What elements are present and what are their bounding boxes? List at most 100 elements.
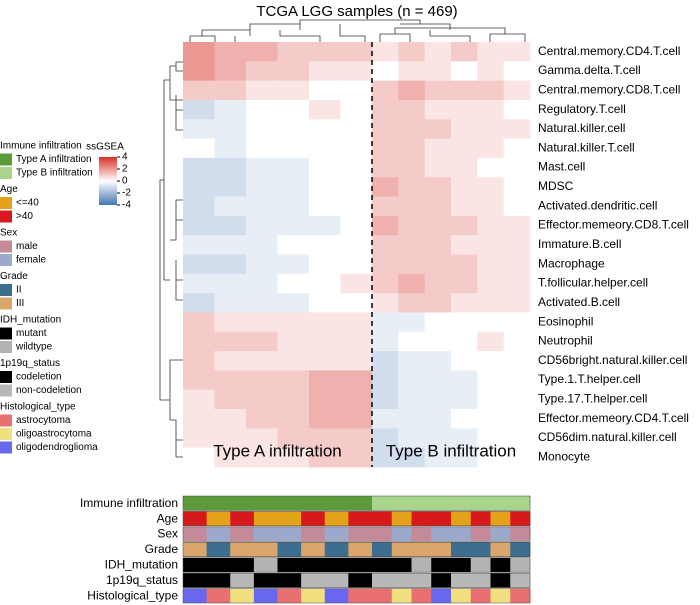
annotation-cell (411, 557, 432, 573)
heat-cell (503, 215, 531, 236)
heat-cell (372, 312, 399, 333)
heat-cell (424, 293, 452, 313)
row-label: Eosinophil (538, 314, 593, 328)
heat-cell (309, 157, 341, 178)
heat-cell (424, 331, 452, 352)
heat-cell (214, 254, 247, 275)
annotation-cell (490, 557, 511, 573)
heat-cell (451, 196, 478, 217)
legend-title: Sex (0, 228, 17, 239)
heat-cell (277, 61, 310, 82)
heat-cell (503, 42, 531, 62)
heat-cell (451, 312, 478, 333)
legend-label: female (16, 255, 46, 266)
heat-cell (477, 99, 505, 120)
annotation-cell (391, 588, 412, 603)
heat-cell (309, 254, 341, 275)
heat-cell (277, 428, 310, 449)
heat-cell (183, 61, 215, 82)
row-label: Mast.cell (538, 160, 585, 174)
heat-cell (477, 293, 505, 313)
annotation-cell (301, 542, 326, 557)
heat-cell (183, 177, 215, 197)
heat-cell (372, 351, 399, 371)
heat-cell (214, 42, 247, 62)
heat-cell (372, 196, 399, 217)
heat-cell (372, 409, 399, 429)
annotation-cell (324, 588, 349, 603)
annotation-cell (183, 526, 208, 542)
annotation-cell (451, 496, 472, 511)
legend-swatch (0, 167, 12, 179)
chart-title: TCGA LGG samples (n = 469) (256, 3, 457, 20)
heat-cell (503, 389, 531, 410)
legend-title: Age (0, 184, 18, 195)
heat-cell (451, 61, 478, 82)
heat-cell (477, 273, 505, 294)
heat-cell (246, 351, 278, 371)
heat-cell (277, 273, 310, 294)
annotation-label: Histological_type (87, 588, 178, 602)
legend-swatch (0, 297, 12, 310)
annotation-cell (490, 496, 511, 511)
heat-cell (477, 370, 505, 391)
annotation-cell (470, 557, 491, 573)
annotation-cell (230, 526, 255, 542)
heat-cell (309, 409, 341, 429)
heat-cell (424, 119, 452, 139)
annotation-border (182, 526, 531, 542)
annotation-cell (230, 511, 255, 526)
annotation-cell (431, 526, 452, 542)
heat-cell (246, 312, 278, 333)
heat-cell (277, 235, 310, 255)
heat-cell (477, 119, 505, 139)
heat-cell (183, 99, 215, 120)
heat-cell (503, 99, 531, 120)
row-label: Effector.memeory.CD4.T.cell (538, 411, 689, 425)
legend-title: Histological_type (0, 402, 76, 413)
heat-cell (424, 370, 452, 391)
annotation-cell (277, 526, 302, 542)
heat-cell (503, 138, 531, 159)
annotation-cell (391, 526, 412, 542)
annotation-cell (348, 557, 373, 573)
annotation-cell (348, 511, 373, 526)
heat-cell (477, 447, 505, 468)
heat-cell (424, 389, 452, 410)
annotation-cell (431, 573, 452, 588)
heat-cell (398, 331, 426, 352)
heat-cell (503, 312, 531, 333)
heat-cell (277, 409, 310, 429)
heat-cell (398, 293, 426, 313)
heat-cell (246, 447, 278, 468)
heat-cell (277, 312, 310, 333)
legend-swatch (0, 371, 12, 383)
annotation-cell (470, 588, 491, 603)
row-label: Natural.killer.cell (538, 121, 625, 135)
heat-cell (246, 215, 278, 236)
colorbar-label: -2 (122, 188, 131, 199)
legend-label: male (16, 241, 38, 252)
heat-cell (424, 177, 452, 197)
annotation-cell (324, 542, 349, 557)
heat-cell (183, 409, 215, 429)
heat-cell (246, 254, 278, 275)
annotation-cell (490, 511, 511, 526)
annotation-label: IDH_mutation (105, 558, 178, 572)
heat-cell (503, 370, 531, 391)
heat-cell (477, 331, 505, 352)
annotation-cell (431, 557, 452, 573)
annotation-cell (206, 496, 231, 511)
heat-cell (246, 293, 278, 313)
annotation-border (182, 542, 531, 557)
colorbar-title: ssGSEA (86, 142, 124, 153)
annotation-cell (451, 588, 472, 603)
heat-cell (183, 428, 215, 449)
heat-cell (372, 157, 399, 178)
heat-cell (398, 99, 426, 120)
annotation-cell (510, 542, 531, 557)
heat-cell (503, 61, 531, 82)
annotation-cell (183, 588, 208, 603)
heat-cell (214, 215, 247, 236)
top-dendrogram (189, 19, 526, 42)
